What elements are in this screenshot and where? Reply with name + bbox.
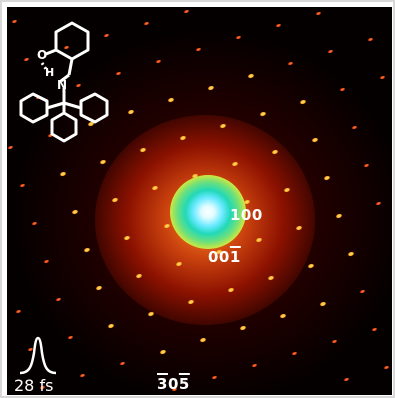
diffraction-pattern: O H N 100 001 305 28 fs [7,7,392,395]
phenol-ring [54,21,90,61]
reflection-305-bar-digit-a: 3 [157,375,168,393]
bragg-spot [315,11,322,16]
reflection-001-prefix: 00 [208,248,230,266]
bragg-spot [371,327,378,332]
reflection-305-mid: 0 [167,375,179,393]
undiffracted-beam-spot [170,175,246,249]
left-phenyl-bond [46,101,65,110]
bottom-phenyl-ring [50,111,78,143]
right-phenyl-ring [79,92,109,124]
bragg-spot [183,9,190,14]
pulse-shape-icon [19,336,57,375]
right-phenyl-bond [63,101,82,110]
ch2-bond [67,58,74,76]
bragg-spot [367,37,374,42]
reflection-label-100: 100 [230,206,263,224]
reflection-001-bar-digit: 1 [229,248,241,266]
co-bond [45,48,57,56]
atom-n-label: N [57,78,67,92]
bragg-spot [15,309,22,314]
atom-h-label: H [45,66,54,79]
reflection-305-bar-digit-b: 5 [178,375,190,393]
atom-o-label: O [37,48,47,62]
bragg-spot [275,23,282,28]
bragg-spot [379,75,386,80]
reflection-label-305: 305 [157,375,190,393]
bragg-spot [327,49,334,54]
bragg-spot [79,373,86,378]
pulse-duration-caption: 28 fs [14,376,54,395]
molecule-structure-icon: O H N [19,21,109,143]
bragg-spot [143,21,150,26]
bragg-spot [343,377,350,382]
cn-bond [60,73,70,83]
bragg-spot [383,365,390,370]
left-phenyl-ring [19,92,49,124]
bragg-spot [7,145,14,150]
reflection-label-001: 001 [208,248,241,266]
